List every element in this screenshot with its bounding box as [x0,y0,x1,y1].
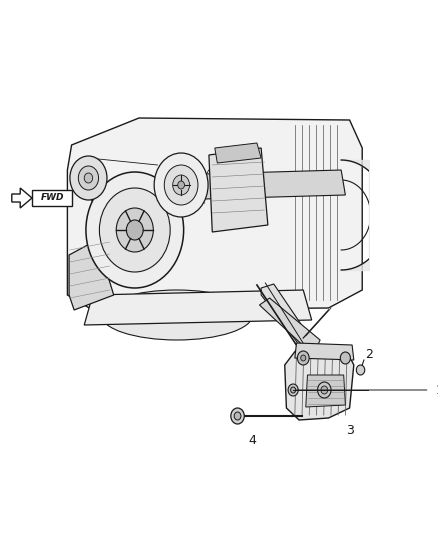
Circle shape [84,173,93,183]
Circle shape [78,166,99,190]
Circle shape [178,181,184,189]
Circle shape [164,165,198,205]
Circle shape [86,172,184,288]
Circle shape [231,408,244,424]
Ellipse shape [101,290,253,340]
Polygon shape [169,170,346,200]
Circle shape [99,188,170,272]
Circle shape [357,365,365,375]
Circle shape [173,175,190,195]
FancyBboxPatch shape [32,190,72,206]
Polygon shape [209,148,268,232]
Circle shape [288,384,298,396]
Polygon shape [306,375,346,407]
Text: FWD: FWD [40,193,64,203]
Text: 1: 1 [436,384,438,397]
Text: 4: 4 [249,433,257,447]
Text: 2: 2 [365,349,373,361]
Circle shape [291,387,296,393]
Circle shape [234,412,241,420]
Polygon shape [295,343,354,360]
Polygon shape [215,143,261,163]
Circle shape [318,382,331,398]
Text: 3: 3 [346,424,353,437]
Circle shape [340,352,350,364]
Circle shape [301,355,306,361]
Polygon shape [285,345,354,420]
Polygon shape [12,188,32,208]
Circle shape [154,153,208,217]
Circle shape [126,220,143,240]
Polygon shape [69,240,114,310]
Polygon shape [84,290,312,325]
Polygon shape [259,298,320,355]
Circle shape [116,208,153,252]
Polygon shape [261,284,312,348]
Circle shape [321,386,328,394]
Circle shape [297,351,309,365]
Polygon shape [67,118,362,310]
Circle shape [70,156,107,200]
